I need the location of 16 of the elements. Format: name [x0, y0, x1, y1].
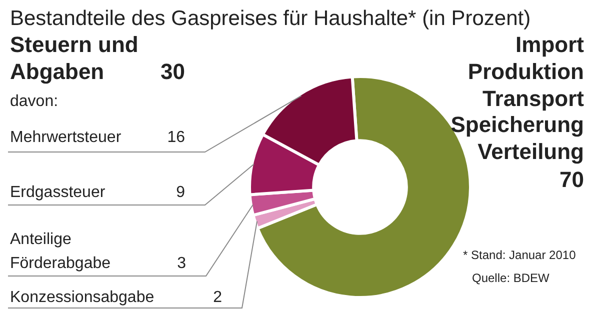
slice-label: Konzessionsabgabe	[10, 289, 154, 306]
data-label: 70	[560, 167, 584, 192]
slice-label: Anteilige Förderabgabe	[10, 231, 111, 272]
data-label: 3	[177, 255, 186, 272]
text: Steuern und Abgaben	[10, 32, 138, 84]
text: 30	[160, 59, 185, 84]
data-label: 2	[213, 289, 222, 306]
data-label: 9	[176, 184, 186, 201]
data-label: 16	[167, 129, 186, 146]
chart-title: Bestandteile des Gaspreises für Haushalte* (in Prozent)	[10, 7, 531, 30]
text: davon:	[10, 93, 58, 110]
source-note: Quelle: BDEW	[472, 271, 550, 285]
slice-label: Import Produktion Transport Speicherung Verteilung	[450, 32, 585, 164]
slice-label: Mehrwertsteuer	[10, 129, 122, 146]
text: * Stand: Januar 2010	[463, 248, 576, 262]
slice-label: Erdgassteuer	[10, 184, 106, 201]
